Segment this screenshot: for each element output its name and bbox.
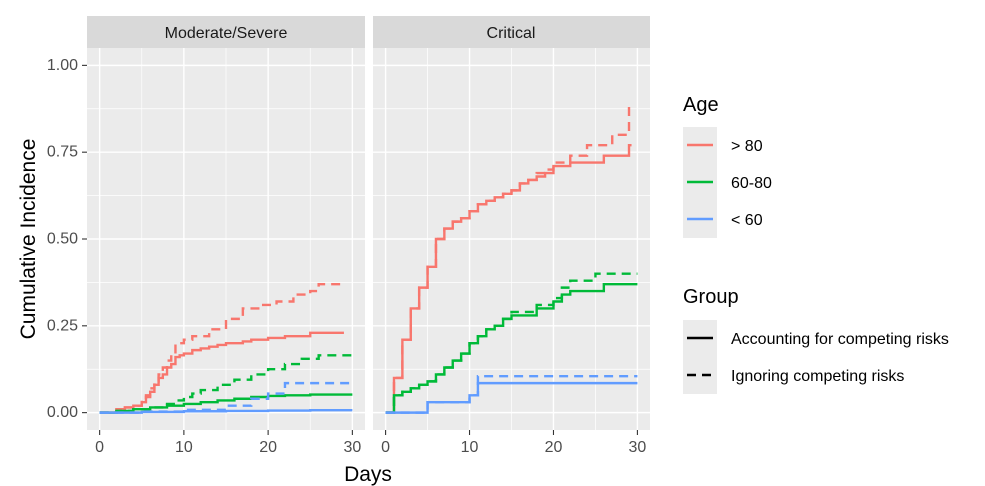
legend-label: > 80 — [731, 138, 763, 155]
x-tick-label: 20 — [545, 439, 563, 456]
series-line-gt-80-ignoring — [99, 282, 344, 414]
series-line-lt-60-ignoring — [99, 381, 353, 414]
x-tick-label: 10 — [175, 439, 193, 456]
x-tick-label: 10 — [461, 439, 479, 456]
x-tick-label: 30 — [629, 439, 647, 456]
gridlines — [373, 48, 650, 430]
y-tick-label: 0.00 — [47, 404, 78, 421]
y-tick: 0.00 — [47, 404, 87, 421]
x-axis-right: 0 10 20 30 — [381, 430, 646, 456]
strip-label-critical: Critical — [487, 25, 536, 42]
series-line-gt-80-ignoring — [385, 105, 632, 414]
legend-label: < 60 — [731, 212, 763, 229]
gridlines — [87, 48, 365, 430]
y-tick: 1.00 — [47, 57, 87, 74]
x-axis-left: 0 10 20 30 — [95, 430, 361, 456]
x-tick-label: 30 — [343, 439, 361, 456]
legend-title-age: Age — [683, 94, 719, 116]
legend-label: Accounting for competing risks — [731, 331, 949, 348]
legend-group: Group Accounting for competing risks Ign… — [683, 286, 949, 394]
y-tick: 0.75 — [47, 144, 87, 161]
y-tick: 0.25 — [47, 317, 87, 334]
x-tick-label: 0 — [381, 439, 390, 456]
x-axis-title: Days — [344, 463, 392, 486]
series-line-60-80-accounting — [99, 393, 353, 414]
y-axis-title: Cumulative Incidence — [17, 139, 40, 340]
series-line-lt-60-accounting — [99, 409, 353, 414]
y-tick-label: 0.75 — [47, 144, 78, 161]
facet-critical: Critical — [373, 16, 650, 430]
strip-label-moderate-severe: Moderate/Severe — [165, 25, 288, 42]
y-axis: 0.00 0.25 0.50 0.75 1.00 — [47, 57, 87, 421]
y-tick-label: 1.00 — [47, 57, 78, 74]
series-layer — [385, 105, 638, 414]
y-tick: 0.50 — [47, 231, 87, 248]
facet-moderate-severe: Moderate/Severe — [87, 16, 365, 430]
legend-label: 60-80 — [731, 175, 772, 192]
x-tick-label: 0 — [95, 439, 104, 456]
legend-age: Age > 80 60-80 < 60 — [683, 94, 772, 238]
y-tick-label: 0.50 — [47, 231, 78, 248]
series-line-60-80-ignoring — [99, 354, 353, 414]
y-tick-label: 0.25 — [47, 317, 78, 334]
strip-background — [373, 16, 650, 48]
series-line-lt-60-ignoring — [385, 374, 638, 414]
legend-title-group: Group — [683, 286, 739, 308]
legend-label: Ignoring competing risks — [731, 368, 904, 385]
series-layer — [99, 282, 353, 414]
series-line-60-80-accounting — [385, 282, 638, 414]
strip-background — [87, 16, 365, 48]
x-tick-label: 20 — [259, 439, 277, 456]
